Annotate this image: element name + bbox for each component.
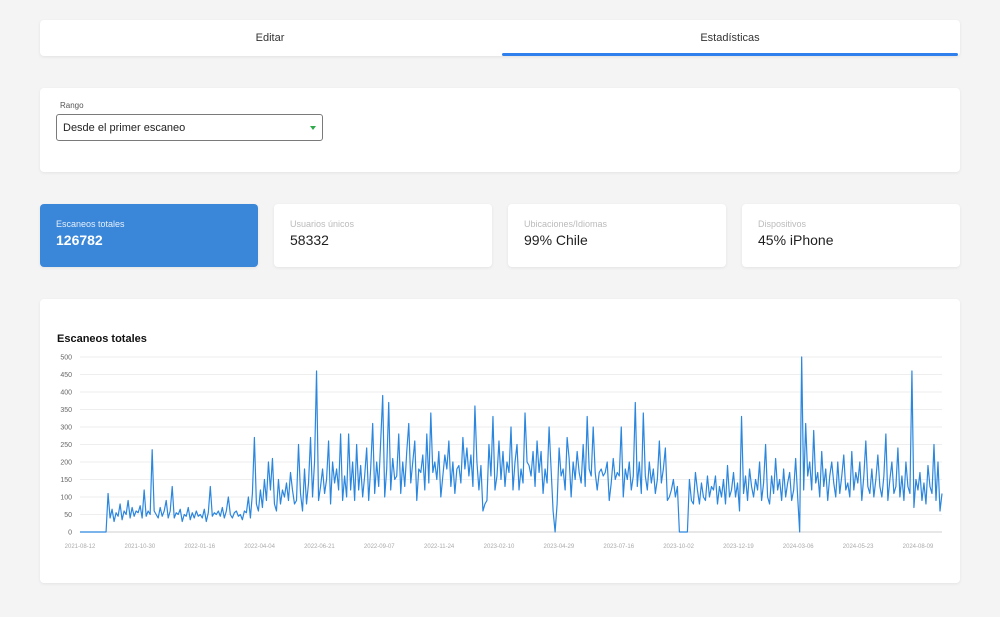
range-label: Rango [60, 101, 84, 110]
range-select-value: Desde el primer escaneo [63, 121, 186, 134]
stat-label: Usuarios únicos [290, 219, 355, 229]
x-tick-label: 2023-07-16 [603, 544, 634, 550]
tab-editar[interactable]: Editar [255, 32, 285, 44]
y-tick-label: 450 [60, 372, 72, 379]
x-tick-label: 2021-08-12 [65, 544, 96, 550]
x-tick-label: 2024-08-09 [903, 544, 934, 550]
stat-value: 45% iPhone [758, 232, 834, 248]
chart-card: Escaneos totales 0 50 100 150 200 250 300 350 40… [40, 299, 960, 583]
x-tick-label: 2023-04-29 [544, 544, 575, 550]
tab-bar: Editar Estadísticas [40, 20, 960, 56]
stat-value: 126782 [56, 232, 103, 248]
stat-card-escaneos-totales[interactable]: Escaneos totales 126782 [40, 204, 258, 267]
series-line-escaneos [80, 356, 943, 533]
x-tick-label: 2024-03-06 [783, 544, 814, 550]
x-tick-label: 2022-09-07 [364, 544, 395, 550]
stat-label: Ubicaciones/Idiomas [524, 219, 608, 229]
x-tick-label: 2023-02-10 [484, 544, 515, 550]
y-tick-label: 200 [60, 460, 72, 467]
x-tick-label: 2022-11-24 [424, 544, 455, 550]
stat-value: 58332 [290, 232, 329, 248]
tab-estadisticas[interactable]: Estadísticas [500, 20, 960, 56]
y-tick-label: 150 [60, 477, 72, 484]
stat-value: 99% Chile [524, 232, 588, 248]
stat-card-dispositivos[interactable]: Dispositivos 45% iPhone [742, 204, 960, 267]
dropdown-caret-icon [310, 126, 316, 130]
y-tick-label: 500 [60, 355, 72, 362]
x-tick-label: 2021-10-30 [125, 544, 156, 550]
scans-line-chart: 0 50 100 150 200 250 300 350 400 450 500 2021-08-12… [60, 355, 943, 550]
stat-label: Escaneos totales [56, 219, 125, 229]
stat-label: Dispositivos [758, 219, 807, 229]
y-tick-label: 400 [60, 390, 72, 397]
range-card: Rango Desde el primer escaneo [40, 88, 960, 172]
stat-card-usuarios-unicos[interactable]: Usuarios únicos 58332 [274, 204, 492, 267]
y-tick-label: 0 [68, 530, 72, 537]
x-tick-label: 2024-05-23 [843, 544, 874, 550]
y-tick-label: 100 [60, 495, 72, 502]
y-tick-label: 50 [64, 512, 72, 519]
x-tick-label: 2022-04-04 [244, 544, 275, 550]
x-tick-label: 2023-10-02 [663, 544, 694, 550]
stat-card-ubicaciones[interactable]: Ubicaciones/Idiomas 99% Chile [508, 204, 726, 267]
chart-title: Escaneos totales [57, 333, 147, 345]
y-tick-label: 300 [60, 425, 72, 432]
x-tick-label: 2022-06-21 [304, 544, 335, 550]
y-tick-label: 350 [60, 407, 72, 414]
x-tick-label: 2023-12-19 [723, 544, 754, 550]
x-tick-label: 2022-01-16 [184, 544, 215, 550]
y-tick-label: 250 [60, 442, 72, 449]
range-select[interactable]: Desde el primer escaneo [56, 114, 323, 141]
